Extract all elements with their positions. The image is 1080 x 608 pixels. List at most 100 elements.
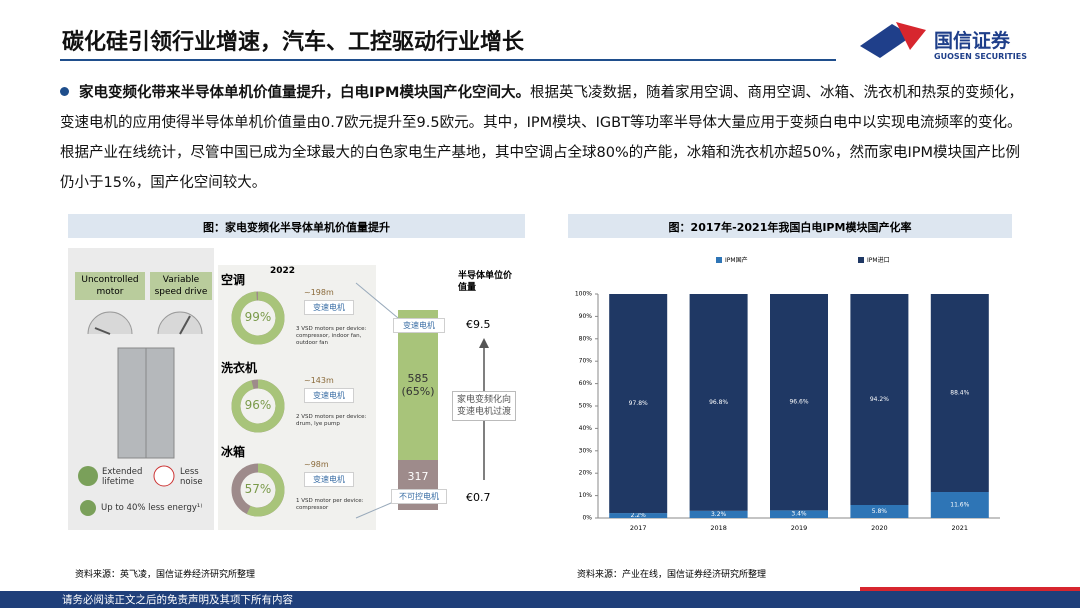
logo-subtext: GUOSEN SECURITIES bbox=[934, 52, 1027, 61]
needle bbox=[179, 315, 191, 335]
y-tick-label: 30% bbox=[579, 447, 593, 454]
data-label: 11.6% bbox=[950, 502, 969, 509]
x-tick-label: 2019 bbox=[791, 524, 808, 532]
units: ~98m bbox=[304, 460, 329, 469]
benefit: Up to 40% less energy¹⁾ bbox=[101, 503, 203, 513]
note: 3 VSD motors per device: compressor, ind… bbox=[296, 326, 367, 346]
y-tick-label: 70% bbox=[579, 358, 593, 365]
value: €0.7 bbox=[466, 491, 491, 504]
data-label: 3.2% bbox=[711, 511, 727, 518]
logo-text: 国信证券 bbox=[934, 30, 1011, 52]
donut-arc bbox=[231, 291, 285, 345]
bar-value: 317 bbox=[407, 470, 429, 483]
bar-segment bbox=[930, 294, 989, 493]
icon bbox=[80, 500, 96, 516]
motor-box: 变速电机 bbox=[304, 472, 354, 487]
source: 资料来源：英飞凌，国信证券经济研究所整理 bbox=[75, 570, 256, 580]
bar-segment bbox=[850, 505, 909, 518]
data-label: 97.8% bbox=[629, 400, 648, 407]
share: 57% bbox=[244, 482, 272, 496]
donut-arc bbox=[246, 463, 285, 517]
share: 99% bbox=[244, 310, 272, 324]
box bbox=[75, 272, 145, 300]
data-label: 3.4% bbox=[791, 511, 807, 518]
icon bbox=[78, 466, 98, 486]
bar-label: 不可控电机 bbox=[391, 489, 447, 504]
y-tick-label: 0% bbox=[582, 515, 592, 522]
benefit: Less noise bbox=[180, 467, 203, 487]
share: 96% bbox=[244, 398, 272, 412]
connector bbox=[355, 282, 399, 319]
data-label: 5.8% bbox=[872, 508, 888, 515]
bar-segment bbox=[770, 294, 828, 511]
appliance-name: 洗衣机 bbox=[221, 361, 258, 375]
gauge bbox=[157, 311, 203, 335]
logo-shape bbox=[860, 24, 912, 58]
x-tick-label: 2020 bbox=[871, 524, 888, 532]
transition-box: 家电变频化向变速电机过渡 bbox=[452, 391, 516, 421]
value: €9.5 bbox=[466, 318, 491, 331]
bar-segment bbox=[689, 510, 748, 518]
source: 资料来源：产业在线，国信证券经济研究所整理 bbox=[577, 570, 767, 580]
paragraph-text: 根据英飞凌数据，随着家用空调、商用空调、冰箱、洗衣机和热泵的变频化，变速电机的应… bbox=[60, 85, 1023, 191]
data-label: 96.6% bbox=[789, 399, 808, 406]
donut-arc bbox=[231, 379, 285, 433]
motor-label: Variable speed drive bbox=[154, 275, 208, 297]
y-tick-label: 90% bbox=[579, 313, 593, 320]
y-tick-label: 60% bbox=[579, 380, 593, 387]
bar-segment bbox=[930, 492, 989, 518]
figure-caption: 图：2017年-2021年我国白电IPM模块国产化率 bbox=[668, 221, 912, 234]
bar-value: 585 (65%) bbox=[401, 372, 435, 398]
x-tick-label: 2017 bbox=[630, 524, 647, 532]
bar-label: 变速电机 bbox=[393, 318, 445, 333]
appliance-name: 冰箱 bbox=[221, 445, 246, 459]
bar-segment bbox=[850, 294, 909, 506]
x-tick-label: 2018 bbox=[710, 524, 727, 532]
box bbox=[150, 272, 212, 300]
data-label: 2.2% bbox=[631, 512, 647, 519]
paragraph-text: 家电变频化带来半导体单机价值量提升，白电IPM模块国产化空间大。 bbox=[79, 85, 530, 101]
icon bbox=[153, 465, 175, 487]
benefit: Extended lifetime bbox=[102, 467, 143, 487]
legend-label: IPM进口 bbox=[867, 256, 890, 264]
caption-box bbox=[68, 214, 525, 238]
bar-segment bbox=[689, 294, 748, 511]
data-label: 96.8% bbox=[709, 399, 728, 406]
data-label: 94.2% bbox=[870, 396, 889, 403]
y-tick-label: 80% bbox=[579, 335, 593, 342]
legend-swatch bbox=[858, 257, 864, 263]
needle bbox=[94, 327, 111, 335]
x-tick-label: 2021 bbox=[952, 524, 969, 532]
arrow-head bbox=[479, 338, 489, 348]
paragraph: 家电变频化带来半导体单机价值量提升，白电IPM模块国产化空间大。根据英飞凌数据，… bbox=[60, 78, 1028, 198]
units: ~198m bbox=[304, 288, 334, 297]
logo-shape bbox=[896, 22, 926, 50]
data-label: 88.4% bbox=[950, 390, 969, 397]
motor-box: 变速电机 bbox=[304, 388, 354, 403]
y-tick-label: 100% bbox=[575, 291, 592, 298]
footer-stripe bbox=[860, 587, 1080, 591]
figure-caption: 图：家电变频化半导体单机价值量提升 bbox=[203, 221, 390, 234]
footer-text: 请务必阅读正文之后的免责声明及其项下所有内容 bbox=[62, 594, 293, 606]
caption-box bbox=[568, 214, 1012, 238]
y-tick-label: 50% bbox=[579, 403, 593, 410]
y-tick-label: 40% bbox=[579, 425, 593, 432]
legend-label: IPM国产 bbox=[725, 256, 748, 264]
legend-swatch bbox=[716, 257, 722, 263]
units: ~143m bbox=[304, 376, 334, 385]
bar-segment bbox=[770, 510, 828, 518]
footer-bar bbox=[0, 591, 1080, 608]
bar-segment bbox=[398, 310, 438, 460]
note: 1 VSD motor per device: compressor bbox=[296, 498, 364, 511]
bar-segment bbox=[609, 294, 668, 514]
appliance-name: 空调 bbox=[221, 273, 246, 287]
title: 碳化硅引领行业增速，汽车、工控驱动行业增长 bbox=[62, 30, 525, 55]
bullet bbox=[60, 87, 69, 96]
y-tick-label: 10% bbox=[579, 492, 593, 499]
value-title: 半导体单位价值量 bbox=[458, 271, 513, 293]
y-tick-label: 20% bbox=[579, 470, 593, 477]
year: 2022 bbox=[270, 266, 296, 276]
motor-box: 变速电机 bbox=[304, 300, 354, 315]
motor-label: Uncontrolled motor bbox=[81, 275, 139, 297]
